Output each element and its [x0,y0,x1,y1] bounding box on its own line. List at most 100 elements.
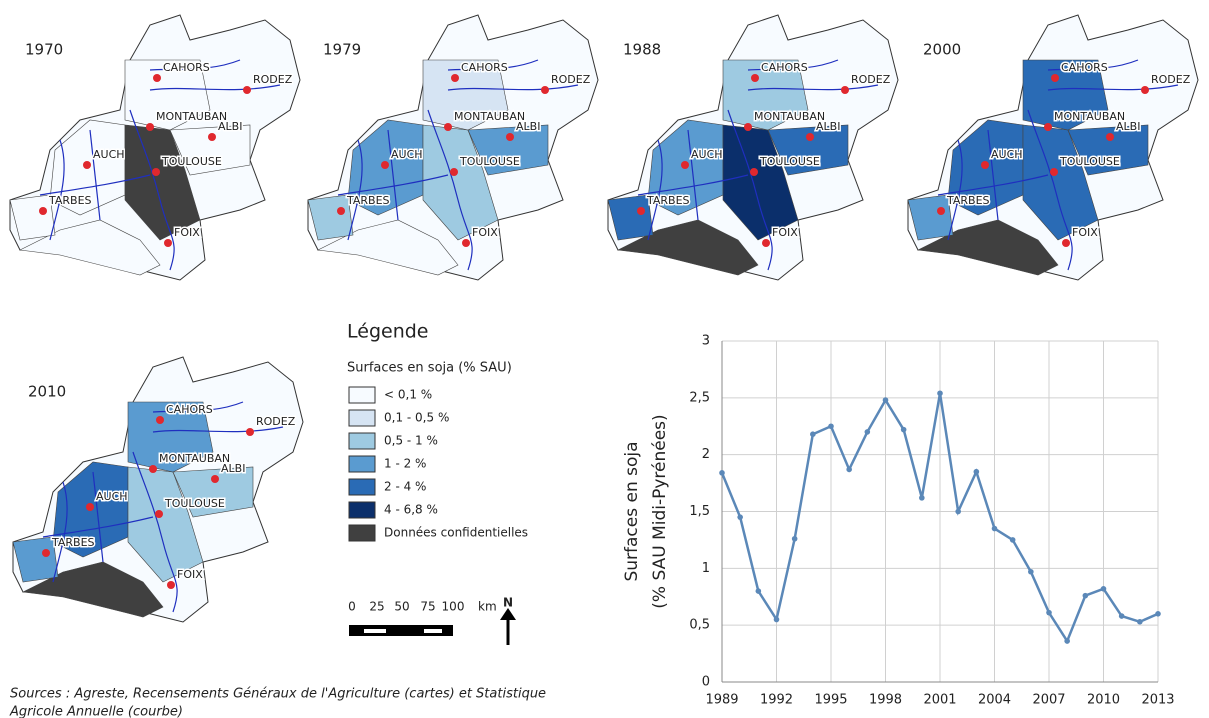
y-tick-label: 0,5 [689,618,710,633]
river [49,139,65,241]
y-axis-label: Surfaces en soja [622,441,642,581]
river [129,109,175,271]
data-point [1028,568,1034,575]
city-label: AUCH [93,148,125,161]
x-tick-label: 2004 [978,693,1011,708]
city-label: RODEZ [1151,73,1191,86]
city-label: ALBI [221,462,245,475]
legend-label: < 0,1 % [384,388,432,402]
legend-swatch [348,478,376,496]
north-arrowhead [500,608,516,620]
legend-swatch [348,524,376,542]
department-zone [607,194,654,241]
legend-label: 4 - 6,8 % [384,503,438,517]
data-point [773,616,780,623]
city-label: ALBI [218,120,242,133]
data-point [955,508,961,515]
river [92,471,104,563]
y-tick-label: 0 [702,675,710,690]
city-label: ALBI [816,120,840,133]
city-label: MONTAUBAN [754,110,825,123]
y-tick-label: 3 [702,334,710,349]
city-label: FOIX [472,226,498,239]
river [149,84,281,91]
legend-label: Données confidentielles [384,526,528,540]
river [39,174,151,196]
y-tick-label: 1,5 [689,504,710,519]
sources: Agricole Annuelle (courbe) [9,705,183,718]
map-year: 1979 [323,41,361,59]
city-label: TOULOUSE [759,155,820,168]
city-label: FOIX [1072,226,1098,239]
city-dot [155,510,163,518]
river [937,174,1049,196]
city-dot [750,168,758,176]
legend-swatch [348,386,376,404]
data-point [919,495,925,501]
city-label: TARBES [48,194,92,207]
legend-label: 1 - 2 % [384,457,426,471]
city-dot [152,168,160,176]
city-dot [211,475,219,483]
city-label: CAHORS [163,61,210,74]
city-dot [451,74,459,82]
river [447,84,579,91]
map-year: 2010 [28,383,66,401]
department-zone [1022,59,1109,131]
data-point [1009,537,1016,543]
x-tick-label: 1992 [760,693,793,708]
river [747,84,879,91]
city-label: ALBI [516,120,540,133]
city-label: CAHORS [461,61,508,74]
river [149,59,241,71]
city-dot [450,168,458,176]
y-tick-label: 1 [702,561,710,576]
legend-subtitle: Surfaces en soja (% SAU) [347,361,512,376]
department-zone [9,194,56,241]
data-point [1155,611,1161,617]
data-point [755,588,762,594]
x-tick-label: 1998 [869,693,902,708]
city-label: RODEZ [851,73,891,86]
river [52,481,68,583]
map-year: 1970 [25,41,63,59]
city-dot [149,465,157,473]
city-label: TOULOUSE [161,155,222,168]
city-label: AUCH [391,148,423,161]
city-dot [744,123,752,131]
x-tick-label: 2010 [1087,693,1120,708]
map-year: 2000 [923,41,961,59]
river [1047,84,1179,91]
city-dot [1106,133,1114,141]
department-zone [12,536,59,583]
x-tick-label: 1995 [814,693,847,708]
city-dot [86,503,94,511]
river [747,59,839,71]
department-zone [467,124,549,176]
city-label: MONTAUBAN [156,110,227,123]
city-dot [246,428,254,436]
data-point [1046,609,1052,616]
city-label: CAHORS [166,403,213,416]
river [427,109,473,271]
data-point [1137,618,1143,625]
legend-label: 0,5 - 1 % [384,434,438,448]
scale-label: 75 [420,600,435,614]
legend-swatch [348,409,376,427]
city-label: AUCH [991,148,1023,161]
river [1047,59,1139,71]
city-label: FOIX [772,226,798,239]
data-point [1082,592,1089,599]
city-dot [937,207,945,215]
city-dot [541,86,549,94]
city-dot [1050,168,1058,176]
city-dot [337,207,345,215]
city-dot [381,161,389,169]
department-zone [124,59,211,131]
department-zone [767,124,849,176]
y-axis-label: (% SAU Midi-Pyrénées) [650,414,670,608]
department-zone [907,194,954,241]
river [89,129,101,221]
